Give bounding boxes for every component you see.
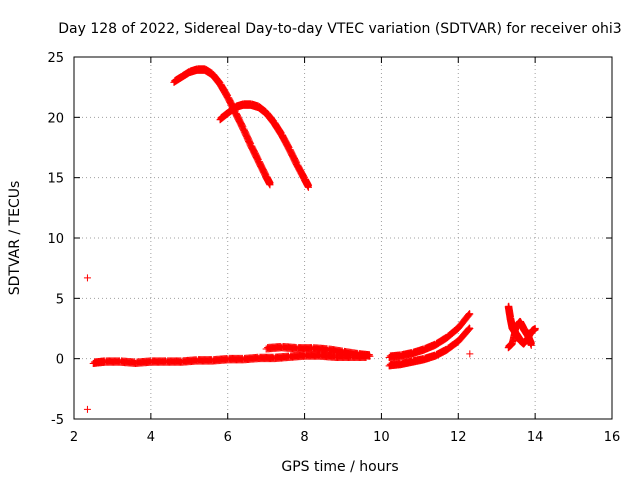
x-tick-label: 14 — [527, 430, 544, 445]
y-tick-label: 20 — [47, 111, 64, 126]
series-rising-upper — [385, 310, 474, 361]
y-axis-label: SDTVAR / TECUs — [7, 181, 23, 296]
data-marks — [83, 65, 539, 413]
grid-lines — [74, 57, 612, 419]
data-point — [366, 352, 374, 360]
y-tick-label: 10 — [47, 232, 64, 247]
x-tick-label: 6 — [224, 430, 232, 445]
series-raised-band — [262, 342, 374, 360]
chart-title: Day 128 of 2022, Sidereal Day-to-day VTE… — [58, 21, 621, 37]
data-point — [527, 341, 535, 349]
x-axis-label: GPS time / hours — [281, 459, 398, 475]
data-point — [266, 181, 274, 189]
series-outliers — [83, 274, 474, 413]
x-tick-label: 8 — [300, 430, 308, 445]
y-tick-label: 0 — [56, 353, 64, 368]
data-point — [466, 310, 474, 318]
data-point — [83, 274, 91, 282]
data-point — [531, 326, 539, 334]
series-baseline — [89, 351, 370, 367]
data-point — [304, 183, 312, 191]
x-tick-label: 2 — [70, 430, 78, 445]
series-arc-peak-24 — [170, 65, 274, 189]
series-cluster-14b — [504, 317, 535, 352]
series-arc-peak-21 — [216, 100, 313, 191]
x-tick-label: 12 — [450, 430, 467, 445]
x-tick-label: 4 — [147, 430, 155, 445]
x-tick-label: 16 — [604, 430, 621, 445]
axis-ticks — [73, 56, 613, 420]
y-tick-label: 25 — [47, 51, 64, 66]
data-point — [83, 405, 91, 413]
x-tick-label: 10 — [373, 430, 390, 445]
y-tick-label: 15 — [47, 172, 64, 187]
data-point — [466, 350, 474, 358]
y-tick-label: -5 — [51, 413, 64, 428]
tick-labels: 2 4 6 8 10 12 14 16 -5 0 5 10 15 20 25 — [47, 51, 620, 445]
data-point — [466, 325, 474, 332]
series-rising-lower — [385, 324, 474, 370]
y-tick-label: 5 — [56, 292, 64, 307]
